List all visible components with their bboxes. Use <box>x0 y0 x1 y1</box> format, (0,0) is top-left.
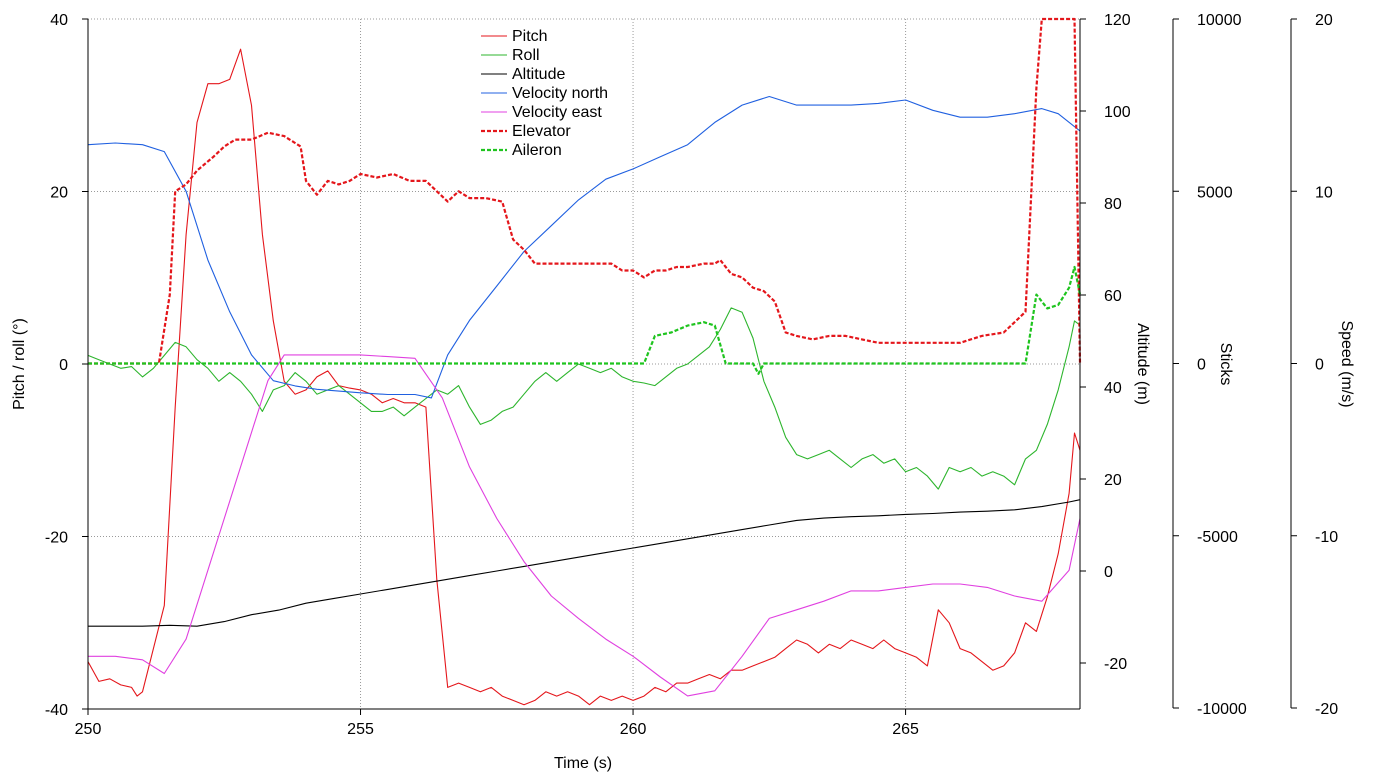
speed-tick-label: -20 <box>1315 701 1338 718</box>
pitch_roll-tick-label: -20 <box>45 530 68 547</box>
speed-tick-label: 20 <box>1315 12 1333 29</box>
legend-label: Altitude <box>512 66 565 83</box>
speed-axis-title: Speed (m/s) <box>1338 320 1355 407</box>
speed-tick-label: 0 <box>1315 357 1324 374</box>
altitude-tick-label: 20 <box>1104 472 1122 489</box>
x-tick-label: 260 <box>620 721 647 738</box>
plot-lines <box>87 17 1082 706</box>
x-tick-label: 255 <box>347 721 374 738</box>
pitch_roll-tick-label: 40 <box>50 12 68 29</box>
legend-label: Velocity east <box>512 104 602 121</box>
altitude-tick-label: 60 <box>1104 288 1122 305</box>
series-line-elevator <box>88 17 1082 365</box>
pitch_roll-tick-label: 0 <box>59 357 68 374</box>
pitch_roll-tick-label: -40 <box>45 702 68 719</box>
legend-label: Aileron <box>512 142 562 159</box>
pitch_roll-tick-label: 20 <box>50 185 68 202</box>
altitude-tick-label: 0 <box>1104 564 1113 581</box>
sticks-tick-label: -5000 <box>1197 529 1238 546</box>
altitude-tick-label: -20 <box>1104 656 1127 673</box>
series-line-aileron <box>88 265 1082 375</box>
series-line-pitch <box>87 48 1081 706</box>
altitude-axis-title: Altitude (m) <box>1134 323 1151 405</box>
altitude-tick-label: 120 <box>1104 12 1131 29</box>
legend: Pitch Roll Altitude Velocity north Velocity … <box>481 28 608 159</box>
legend-label: Velocity north <box>512 85 608 102</box>
x-tick-label: 265 <box>892 721 919 738</box>
x-axis-title: Time (s) <box>554 755 612 772</box>
series-line-velocity-north <box>87 95 1081 399</box>
sticks-tick-label: 0 <box>1197 357 1206 374</box>
axes: 250 255 260 265-40-2002040-2002040608010012… <box>45 12 1338 738</box>
legend-label: Pitch <box>512 28 548 45</box>
series-line-velocity-east <box>88 354 1081 697</box>
sticks-tick-label: -10000 <box>1197 701 1247 718</box>
altitude-tick-label: 100 <box>1104 104 1131 121</box>
speed-tick-label: -10 <box>1315 529 1338 546</box>
altitude-tick-label: 80 <box>1104 196 1122 213</box>
speed-tick-label: 10 <box>1315 184 1333 201</box>
series-line-roll <box>87 307 1081 490</box>
altitude-tick-label: 40 <box>1104 380 1122 397</box>
legend-label: Elevator <box>512 123 571 140</box>
pitch-roll-axis-title: Pitch / roll (°) <box>11 318 28 410</box>
x-tick-label: 250 <box>75 721 102 738</box>
legend-label: Roll <box>512 47 540 64</box>
series-line-altitude <box>88 499 1081 627</box>
sticks-tick-label: 5000 <box>1197 184 1233 201</box>
sticks-tick-label: 10000 <box>1197 12 1242 29</box>
sticks-axis-title: Sticks <box>1217 343 1234 386</box>
